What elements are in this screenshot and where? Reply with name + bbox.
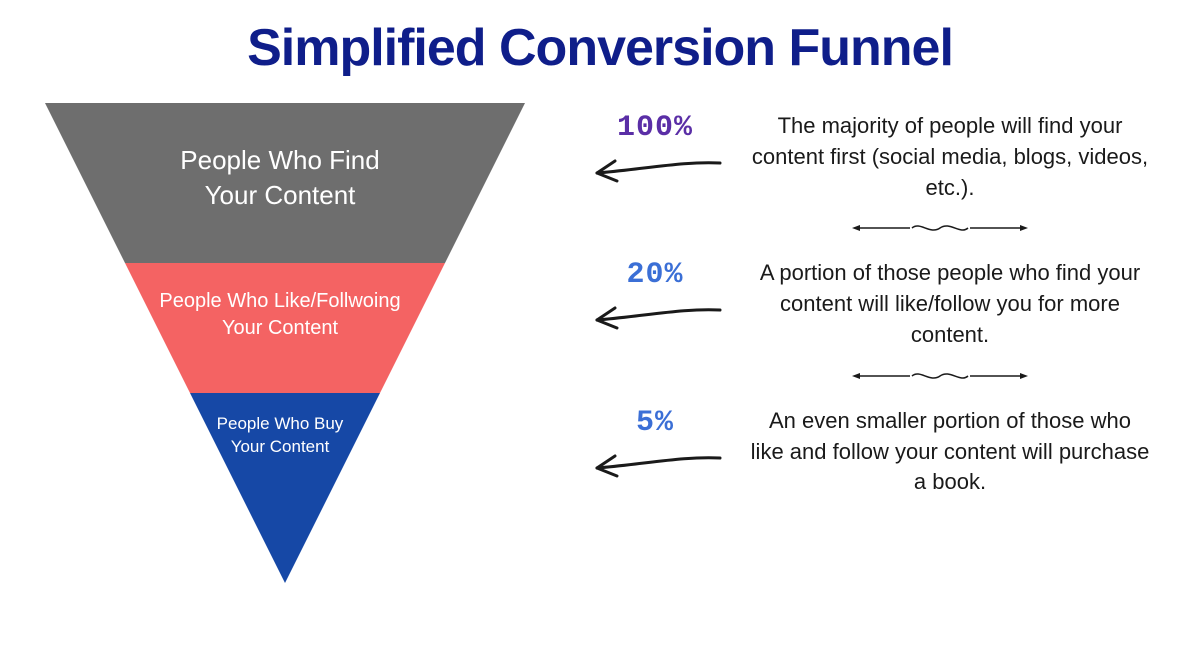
arrow-icon bbox=[585, 298, 725, 332]
funnel-label-1-line1: People Who Find bbox=[180, 145, 379, 175]
descriptions-column: 100% The majority of people will find yo… bbox=[560, 103, 1200, 623]
funnel-label-3-line2: Your Content bbox=[231, 437, 330, 456]
percent-3: 5% bbox=[636, 406, 674, 440]
desc-row-1: 100% The majority of people will find yo… bbox=[570, 111, 1160, 203]
content-area: People Who Find Your Content People Who … bbox=[0, 78, 1200, 623]
funnel-label-2: People Who Like/Follwoing Your Content bbox=[0, 288, 560, 342]
page-title: Simplified Conversion Funnel bbox=[0, 0, 1200, 78]
funnel-label-1: People Who Find Your Content bbox=[0, 143, 560, 213]
desc-text-2: A portion of those people who find your … bbox=[740, 258, 1160, 350]
funnel-label-3-line1: People Who Buy bbox=[217, 414, 344, 433]
funnel-container: People Who Find Your Content People Who … bbox=[0, 103, 560, 623]
funnel-label-2-line1: People Who Like/Follwoing bbox=[159, 290, 400, 312]
divider-1 bbox=[570, 203, 1160, 258]
percent-1: 100% bbox=[617, 111, 693, 145]
percent-2: 20% bbox=[626, 258, 683, 292]
desc-row-3: 5% An even smaller portion of those who … bbox=[570, 406, 1160, 498]
desc-text-1: The majority of people will find your co… bbox=[740, 111, 1160, 203]
desc-text-3: An even smaller portion of those who lik… bbox=[740, 406, 1160, 498]
arrow-cell-3: 5% bbox=[570, 406, 740, 480]
funnel-label-3: People Who Buy Your Content bbox=[0, 413, 560, 459]
divider-icon bbox=[850, 369, 1030, 383]
funnel-label-2-line2: Your Content bbox=[222, 317, 338, 339]
funnel-label-1-line2: Your Content bbox=[205, 180, 356, 210]
arrow-cell-2: 20% bbox=[570, 258, 740, 332]
arrow-cell-1: 100% bbox=[570, 111, 740, 185]
divider-icon bbox=[850, 221, 1030, 235]
divider-2 bbox=[570, 351, 1160, 406]
arrow-icon bbox=[585, 151, 725, 185]
arrow-icon bbox=[585, 446, 725, 480]
desc-row-2: 20% A portion of those people who find y… bbox=[570, 258, 1160, 350]
